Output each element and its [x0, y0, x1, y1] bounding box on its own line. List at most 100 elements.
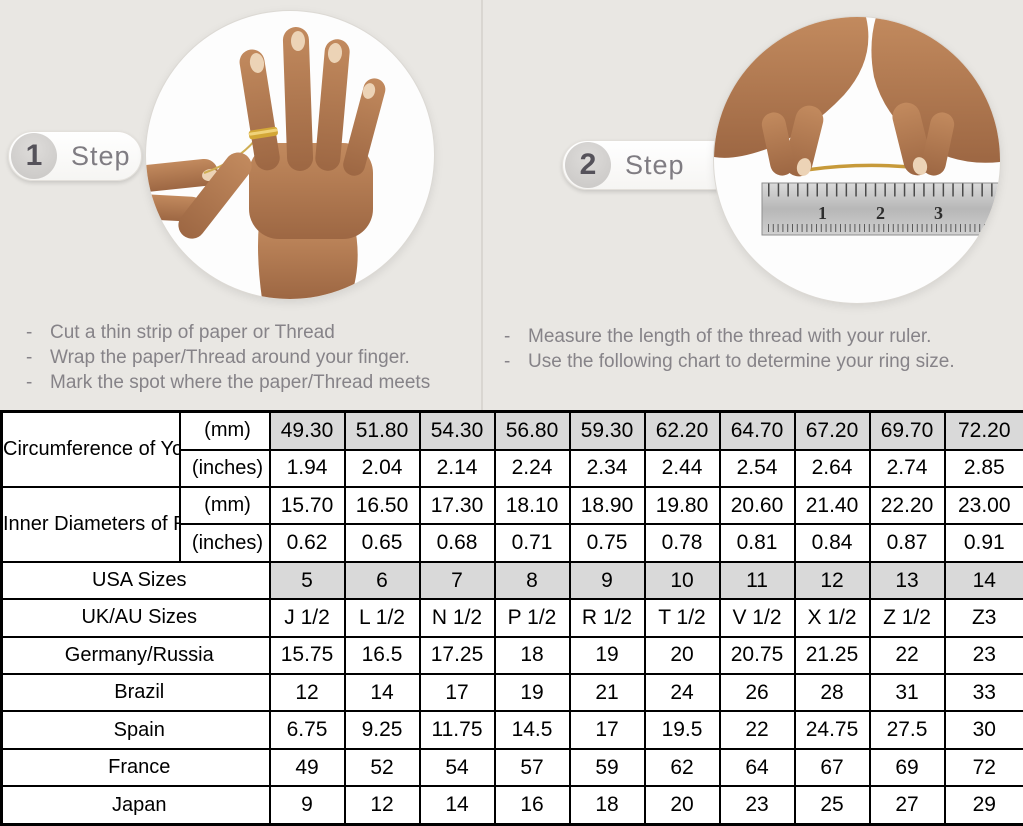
bullet-dash: - [26, 372, 33, 393]
table-row-label: UK/AU Sizes [0, 598, 271, 638]
measuring-thread-illustration: 1 2 3 [714, 17, 1000, 236]
table-value-cell: 69.70 [868, 410, 946, 451]
table-value-cell: 0.81 [718, 523, 796, 563]
table-value-cell: 64 [718, 747, 796, 788]
table-row: France 49 52 54 57 59 62 64 67 69 72 [0, 747, 1023, 788]
right-hand [871, 17, 1000, 176]
instruction-text: Wrap the paper/Thread around your finger… [50, 347, 410, 368]
ruler-number-2: 2 [876, 203, 885, 223]
table-value-cell: Z 1/2 [868, 598, 946, 638]
step-1-number: 1 [11, 133, 57, 179]
table-value-cell: 54.30 [418, 410, 496, 451]
table-value-cell: 59 [568, 747, 646, 788]
table-value-cell: 72 [943, 747, 1023, 788]
table-value-cell: 9 [268, 785, 346, 826]
table-value-cell: 1.94 [268, 448, 346, 489]
table-value-cell: 51.80 [343, 410, 421, 451]
table-value-cell: 64.70 [718, 410, 796, 451]
ruler-number-1: 1 [818, 203, 827, 223]
table-value-cell: 17 [568, 710, 646, 750]
left-hand [714, 17, 869, 177]
table-value-cell: Z3 [943, 598, 1023, 638]
table-value-cell: 18.90 [568, 486, 646, 526]
table-value-cell: 14 [943, 560, 1023, 601]
table-value-cell: 30 [943, 710, 1023, 750]
table-value-cell: 28 [793, 673, 871, 713]
gold-thread [805, 163, 921, 172]
table-value-cell: 2.64 [793, 448, 871, 489]
table-unit-label: (inches) [178, 523, 271, 563]
ruler: 1 2 3 [761, 182, 1000, 236]
table-value-cell: 57 [493, 747, 571, 788]
table-value-cell: 27 [868, 785, 946, 826]
ruler-number-3: 3 [934, 203, 943, 223]
table-value-cell: 22 [718, 710, 796, 750]
instruction-text: Mark the spot where the paper/Thread mee… [50, 372, 431, 393]
table-value-cell: 2.74 [868, 448, 946, 489]
table-value-cell: 21.40 [793, 486, 871, 526]
table-value-cell: 31 [868, 673, 946, 713]
table-value-cell: 19 [568, 635, 646, 676]
table-value-cell: 0.68 [418, 523, 496, 563]
table-value-cell: 21.25 [793, 635, 871, 676]
table-value-cell: 21 [568, 673, 646, 713]
table-value-cell: 59.30 [568, 410, 646, 451]
table-value-cell: 2.54 [718, 448, 796, 489]
table-value-cell: 2.04 [343, 448, 421, 489]
step-1-label: Step [71, 140, 131, 171]
instruction-line: - Wrap the paper/Thread around your fing… [26, 345, 486, 370]
table-group-label: Circumference of Your Finger [0, 410, 181, 489]
gold-ring [248, 126, 278, 140]
instruction-text: Cut a thin strip of paper or Thread [50, 322, 335, 343]
table-row-label: USA Sizes [0, 560, 271, 601]
table-value-cell: N 1/2 [418, 598, 496, 638]
instruction-text: Measure the length of the thread with yo… [528, 326, 932, 347]
instruction-line: - Mark the spot where the paper/Thread m… [26, 370, 486, 395]
step-2-label: Step [625, 149, 685, 180]
bullet-dash: - [26, 322, 33, 343]
table-value-cell: 20.75 [718, 635, 796, 676]
table-row: Inner Diameters of Rings(mm)15.7016.5017… [0, 486, 1023, 563]
table-value-cell: 12 [268, 673, 346, 713]
table-value-cell: 22 [868, 635, 946, 676]
table-value-cell: 10 [643, 560, 721, 601]
ring-size-table: Circumference of Your Finger(mm)49.3051.… [0, 410, 1023, 826]
step-1-badge: 1 Step [8, 131, 142, 181]
table-row: (inches) 1.94 2.04 2.14 2.24 2.34 2.44 2.54 2.64… [2, 448, 1023, 489]
table-value-cell: 24.75 [793, 710, 871, 750]
table-value-cell: 23 [718, 785, 796, 826]
table-value-cell: 52 [343, 747, 421, 788]
table-row: (inches) 0.62 0.65 0.68 0.71 0.75 0.78 0.81 0.84… [2, 523, 1023, 563]
table-value-cell: 0.91 [943, 523, 1023, 563]
table-value-cell: J 1/2 [268, 598, 346, 638]
table-value-cell: 11.75 [418, 710, 496, 750]
table-value-cell: 62 [643, 747, 721, 788]
table-value-cell: 0.75 [568, 523, 646, 563]
table-value-cell: 56.80 [493, 410, 571, 451]
table-value-cell: 18 [568, 785, 646, 826]
table-value-cell: 6.75 [268, 710, 346, 750]
table-value-cell: 25 [793, 785, 871, 826]
step-2-number: 2 [565, 142, 611, 188]
table-row-label: France [0, 747, 271, 788]
table-value-cell: 14.5 [493, 710, 571, 750]
table-value-cell: 19.5 [643, 710, 721, 750]
table-value-cell: 2.14 [418, 448, 496, 489]
step-1-instructions: - Cut a thin strip of paper or Thread - … [26, 320, 486, 395]
table-row-label: Spain [0, 710, 271, 750]
table-value-cell: 17.30 [418, 486, 496, 526]
table-row: Japan 9 12 14 16 18 20 23 25 27 29 [0, 785, 1023, 826]
table-row: Circumference of Your Finger(mm)49.3051.… [0, 410, 1023, 489]
table-value-cell: 2.24 [493, 448, 571, 489]
size-table-body: Circumference of Your Finger(mm)49.3051.… [0, 410, 1023, 826]
table-value-cell: 7 [418, 560, 496, 601]
table-value-cell: 18 [493, 635, 571, 676]
table-value-cell: 2.44 [643, 448, 721, 489]
table-value-cell: 23 [943, 635, 1023, 676]
table-value-cell: 2.85 [943, 448, 1023, 489]
table-value-cell: 49.30 [268, 410, 346, 451]
section-divider [481, 0, 483, 410]
table-value-cell: 19 [493, 673, 571, 713]
step-2-badge: 2 Step [562, 140, 738, 190]
